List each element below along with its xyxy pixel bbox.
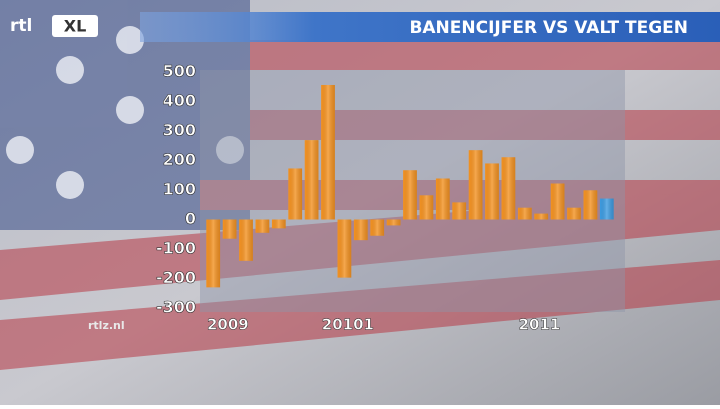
bar-shade [288,168,303,220]
bar-shade [567,207,581,220]
bar-shade [468,150,483,220]
bar-shade [419,195,434,220]
bar-shade [386,219,401,226]
y-tick-label: 300 [163,121,196,140]
bar-shade [435,178,450,220]
bar-shade [353,219,368,241]
bar-shade [337,219,352,278]
y-tick-label: 0 [185,209,196,228]
bar-shade [501,157,516,220]
bar-shade [517,207,532,220]
bar-shade [271,219,286,229]
x-tick-label: 20101 [322,316,374,334]
bar-shade [550,183,565,220]
bar-shade [206,219,221,288]
header-bar [140,12,720,42]
y-tick-label: -300 [156,298,196,317]
x-tick-label: 2009 [207,316,249,334]
stars [6,26,244,199]
y-tick-label: 400 [163,91,196,110]
bar-shade [255,219,270,233]
y-tick-label: -200 [156,268,196,287]
bar-shade [222,219,237,239]
bar-shade [583,190,598,220]
bar-shade [403,170,417,220]
bar-shade [485,163,499,220]
bar-shade [599,198,614,220]
y-tick-label: -100 [156,239,196,258]
bar-shade [452,202,467,220]
bar-shade [534,213,549,220]
site-label: rtlz.nl [88,319,125,332]
chart-title: BANENCIJFER VS VALT TEGEN [409,18,688,38]
bar-shade [304,140,319,220]
y-tick-label: 200 [163,150,196,169]
y-tick-label: 100 [163,180,196,199]
bar-shade [239,219,253,261]
logo-box [52,15,98,37]
bar-shade [321,84,335,220]
bar-shade [370,219,385,236]
x-tick-label: 2011 [519,316,561,334]
logo-xl: XL [64,17,87,36]
y-tick-label: 500 [163,62,196,81]
logo-rtl: rtl [10,16,32,36]
